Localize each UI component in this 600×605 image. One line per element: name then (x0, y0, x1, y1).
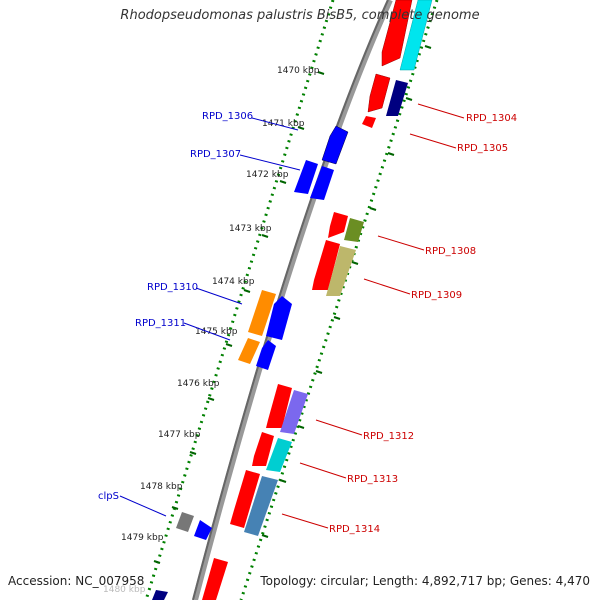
gene-leader-lines (119, 103, 465, 529)
scale-label: 1470 kbp (277, 66, 320, 76)
gene-arrow-rpd-1313[interactable] (252, 432, 274, 466)
scale-label: 1476 kbp (177, 379, 220, 389)
outer-ruler-ticks (261, 45, 432, 538)
gene-arrow-rpd-1315[interactable] (202, 558, 228, 600)
gene-arrow-rpd-1311[interactable] (256, 340, 276, 370)
scale-label: 1480 kbp (103, 585, 146, 595)
gene-label-rpd-1309[interactable]: RPD_1309 (411, 290, 462, 301)
gene-label-rpd-1308[interactable]: RPD_1308 (425, 246, 476, 257)
inner-ruler-ticks (153, 71, 325, 564)
reverse-strand-genes[interactable] (202, 0, 413, 600)
category-box-orange-1 (248, 290, 276, 336)
scale-label: 1479 kbp (121, 533, 164, 543)
genome-backbone-highlight (192, 0, 389, 601)
gene-arrow-rpd-1309[interactable] (312, 240, 340, 290)
functional-category-boxes (244, 0, 433, 536)
gene-arrow-rpd-1314[interactable] (230, 470, 260, 528)
gene-arrow-clps[interactable] (194, 520, 212, 540)
category-box-cyan (399, 0, 433, 71)
scale-label: 1478 kbp (140, 482, 183, 492)
scale-label: 1472 kbp (246, 170, 289, 180)
gene-arrow-rpd-1307a[interactable] (294, 160, 318, 194)
gene-arrow-rpd-1304b[interactable] (362, 116, 376, 128)
category-box-orange-2 (238, 338, 260, 364)
inner-category-boxes (176, 290, 276, 532)
scale-label: 1473 kbp (229, 224, 272, 234)
gene-label-rpd-1314[interactable]: RPD_1314 (329, 524, 380, 535)
accession-text: Accession: NC_007958 (8, 574, 145, 588)
gene-arrow-rpd-1310[interactable] (266, 296, 292, 340)
gene-label-rpd-1307[interactable]: RPD_1307 (190, 149, 241, 160)
gene-arrow-rpd-1308[interactable] (328, 212, 348, 238)
gene-label-rpd-1313[interactable]: RPD_1313 (347, 474, 398, 485)
category-box-navy (386, 80, 408, 116)
category-box-gray (176, 512, 194, 532)
category-box-purple (280, 390, 308, 434)
outer-ruler-track (239, 0, 439, 601)
scale-label: 1477 kbp (158, 430, 201, 440)
category-box-khaki (326, 246, 356, 296)
gene-label-rpd-1305[interactable]: RPD_1305 (457, 143, 508, 154)
gene-label-rpd-1306[interactable]: RPD_1306 (202, 111, 253, 122)
scale-label: 1471 kbp (262, 119, 305, 129)
gene-arrow-rpd-1312[interactable] (266, 384, 292, 428)
scale-label: 1475 kbp (195, 327, 238, 337)
gene-label-rpd-1304[interactable]: RPD_1304 (466, 113, 517, 124)
forward-strand-genes[interactable] (152, 125, 349, 600)
gene-label-rpd-1311[interactable]: RPD_1311 (135, 318, 186, 329)
gene-arrow-rpd-1303[interactable] (381, 0, 413, 67)
category-box-olive (344, 218, 364, 242)
gene-arrow-clpa[interactable] (152, 590, 168, 600)
gene-label-rpd-1310[interactable]: RPD_1310 (147, 282, 198, 293)
scale-label: 1474 kbp (212, 277, 255, 287)
category-box-turquoise (266, 438, 292, 472)
category-box-steelblue (244, 476, 278, 536)
genome-info-text: Topology: circular; Length: 4,892,717 bp… (260, 574, 590, 588)
genome-backbone (192, 0, 393, 601)
gene-arrow-rpd-1307b[interactable] (310, 166, 334, 200)
gene-arrow-rpd-1306[interactable] (321, 125, 349, 165)
gene-label-clps[interactable]: clpS (98, 491, 119, 502)
gene-label-rpd-1312[interactable]: RPD_1312 (363, 431, 414, 442)
map-title: Rhodopseudomonas palustris BisB5, comple… (120, 8, 480, 23)
gene-arrow-rpd-1304[interactable] (367, 73, 391, 113)
